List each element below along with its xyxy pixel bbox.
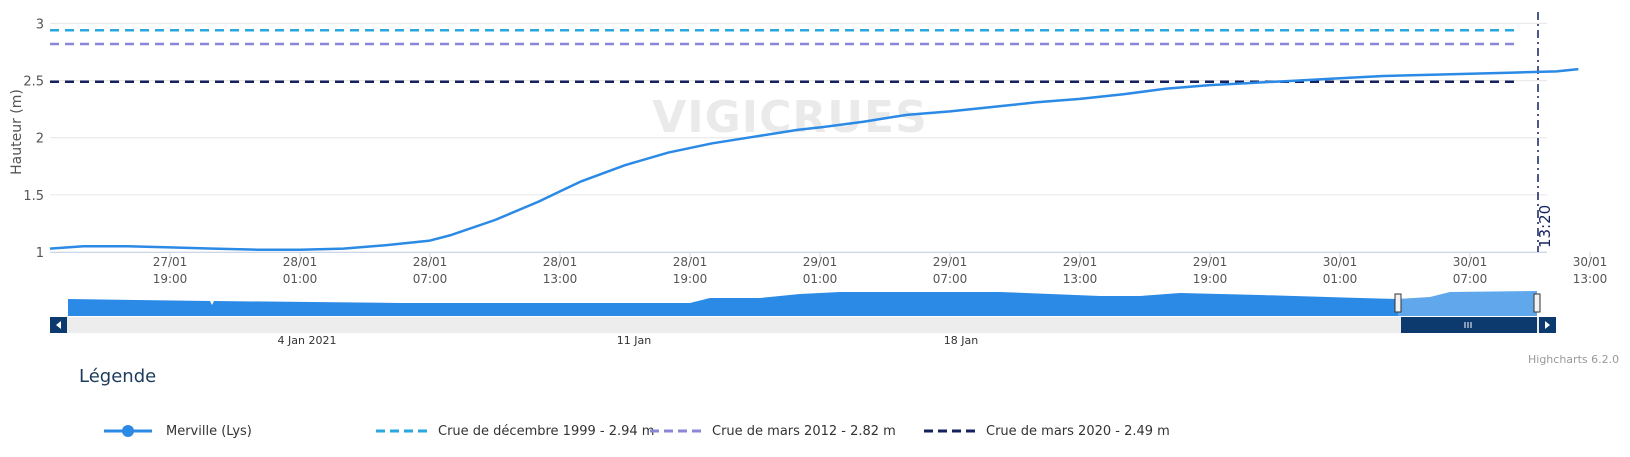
legend-dash-icon	[376, 429, 428, 433]
legend-label: Merville (Lys)	[166, 423, 252, 439]
scrollbar-thumb	[1401, 317, 1537, 333]
x-tick-date: 30/01	[1453, 255, 1488, 269]
series-line-merville	[49, 67, 1579, 251]
x-tick-time: 07:00	[1453, 272, 1488, 286]
y-tick-label: 2.5	[23, 75, 44, 90]
highcharts-credits[interactable]: Highcharts 6.2.0	[1528, 353, 1620, 366]
x-tick-time: 01:00	[803, 272, 838, 286]
y-tick-label: 3	[36, 17, 44, 32]
current-time-label: 13:20	[1536, 205, 1554, 248]
y-tick-label: 1.5	[23, 189, 44, 204]
navigator-handle-right	[1533, 293, 1541, 313]
x-tick-time: 13:00	[543, 272, 578, 286]
x-tick-time: 01:00	[283, 272, 318, 286]
legend-item-crue-2012[interactable]: Crue de mars 2012 - 2.82 m	[650, 422, 896, 440]
x-tick-date: 29/01	[1193, 255, 1228, 269]
y-axis-title: Hauteur (m)	[9, 89, 25, 175]
arrow-left-icon	[56, 321, 61, 329]
x-tick-date: 27/01	[153, 255, 188, 269]
navigator-handle-left	[1394, 293, 1402, 313]
y-tick-label: 1	[36, 246, 44, 261]
scrollbar-grip-icon	[1464, 322, 1472, 328]
legend-label: Crue de mars 2020 - 2.49 m	[986, 423, 1170, 439]
x-tick-time: 07:00	[413, 272, 448, 286]
x-tick-date: 28/01	[283, 255, 318, 269]
navigator-date-label: 18 Jan	[944, 334, 978, 347]
legend-item-merville[interactable]: Merville (Lys)	[104, 422, 252, 440]
x-tick-date: 29/01	[933, 255, 968, 269]
x-tick-date: 30/01	[1323, 255, 1358, 269]
navigator	[68, 291, 1541, 316]
x-tick-time: 13:00	[1573, 272, 1608, 286]
x-tick-time: 07:00	[933, 272, 968, 286]
x-tick-time: 19:00	[153, 272, 188, 286]
scrollbar-track	[50, 317, 1556, 333]
legend-label: Crue de décembre 1999 - 2.94 m	[438, 423, 655, 439]
legend-item-crue-2020[interactable]: Crue de mars 2020 - 2.49 m	[924, 422, 1170, 440]
x-tick-time: 19:00	[673, 272, 708, 286]
y-tick-label: 2	[36, 132, 44, 147]
legend-dash-icon	[924, 429, 976, 433]
x-tick-date: 29/01	[1063, 255, 1098, 269]
x-tick-date: 28/01	[413, 255, 448, 269]
x-tick-date: 30/01	[1573, 255, 1608, 269]
legend-item-crue-1999[interactable]: Crue de décembre 1999 - 2.94 m	[376, 422, 654, 440]
x-tick-date: 28/01	[673, 255, 708, 269]
x-tick-time: 13:00	[1063, 272, 1098, 286]
navigator-date-label: 11 Jan	[617, 334, 651, 347]
legend-line-marker-icon	[104, 425, 152, 437]
arrow-right-icon	[1545, 321, 1550, 329]
legend-label: Crue de mars 2012 - 2.82 m	[712, 423, 896, 439]
vigicrues-watermark: VIGICRUES	[652, 92, 928, 143]
x-tick-time: 19:00	[1193, 272, 1228, 286]
legend-title: Légende	[79, 366, 157, 387]
navigator-date-label: 4 Jan 2021	[278, 334, 337, 347]
x-tick-date: 28/01	[543, 255, 578, 269]
legend-dash-icon	[650, 429, 702, 433]
navigator-selected-mask	[1398, 291, 1537, 316]
x-tick-time: 01:00	[1323, 272, 1358, 286]
x-tick-date: 29/01	[803, 255, 838, 269]
navigator-series-area	[68, 291, 1537, 316]
